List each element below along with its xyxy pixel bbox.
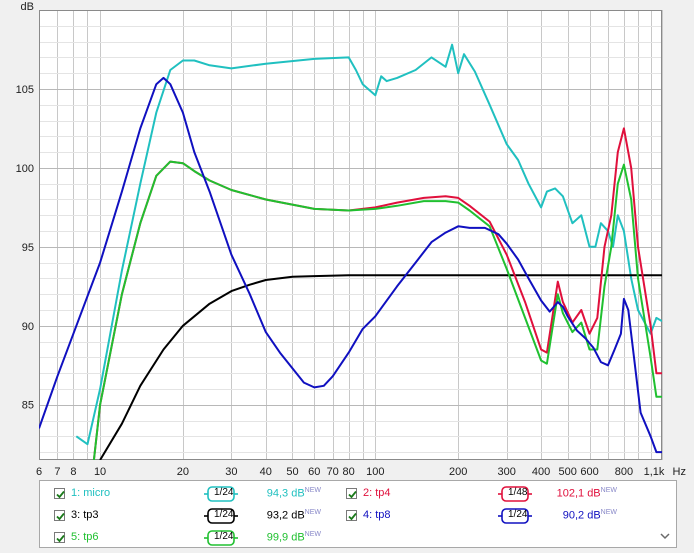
collapse-arrow-icon[interactable] — [660, 531, 670, 541]
legend-row: 3: tp3 1/24 93,2 dBNEW 4: tp8 1/24 90,2 … — [40, 506, 676, 526]
frequency-response-chart: 85 90 95 100 105 dB 6 7 8 10 20 30 40 50 60 70 80 100 200 3… — [16, 1, 686, 478]
plot-area — [39, 10, 662, 460]
x-tick-label: 800 — [615, 466, 633, 478]
x-tick-label: 100 — [366, 466, 384, 478]
x-tick-label: 400 — [532, 466, 550, 478]
x-tick-label: 500 — [559, 466, 577, 478]
smoothing-badge-icon — [498, 486, 532, 502]
x-unit-label: Hz — [673, 466, 686, 478]
x-tick-label: 80 — [343, 466, 355, 478]
legend-label-micro: 1: micro — [71, 487, 111, 499]
smoothing-label-tp6: 1/24 — [214, 531, 234, 542]
legend-label-tp8: 4: tp8 — [363, 509, 391, 521]
legend-panel: 1: micro 1/24 94,3 dBNEW 2: tp4 1/48 102… — [39, 480, 677, 548]
legend-label-tp4: 2: tp4 — [363, 487, 391, 499]
plot-frame — [39, 10, 662, 460]
x-tick-label: 8 — [70, 466, 76, 478]
smoothing-label-micro: 1/24 — [214, 487, 234, 498]
y-tick-label: 100 — [16, 163, 34, 175]
x-tick-label: 70 — [327, 466, 339, 478]
checkbox-tp6[interactable] — [54, 532, 65, 543]
smoothing-badge-icon — [204, 508, 238, 524]
x-tick-label: 10 — [94, 466, 106, 478]
x-tick-label: 40 — [260, 466, 272, 478]
legend-row: 1: micro 1/24 94,3 dBNEW 2: tp4 1/48 102… — [40, 484, 676, 504]
y-tick-label: 105 — [16, 84, 34, 96]
y-tick-label: 85 — [22, 400, 34, 412]
x-tick-label: 50 — [286, 466, 298, 478]
legend-row: 5: tp6 1/24 99,9 dBNEW — [40, 528, 676, 548]
x-tick-label: 1,1k — [644, 466, 665, 478]
x-tick-label: 6 — [36, 466, 42, 478]
y-tick-label: 95 — [22, 242, 34, 254]
x-tick-label: 600 — [580, 466, 598, 478]
smoothing-badge-icon — [204, 530, 238, 546]
legend-value-tp4: 102,1 dBNEW — [556, 487, 617, 500]
legend-value-micro: 94,3 dBNEW — [266, 487, 321, 500]
smoothing-label-tp3: 1/24 — [214, 509, 234, 520]
x-tick-label: 20 — [177, 466, 189, 478]
y-unit-label: dB — [21, 1, 34, 13]
legend-label-tp3: 3: tp3 — [71, 509, 99, 521]
x-tick-label: 7 — [54, 466, 60, 478]
checkbox-tp4[interactable] — [346, 488, 357, 499]
x-tick-label: 300 — [497, 466, 515, 478]
y-tick-label: 90 — [22, 321, 34, 333]
smoothing-badge-icon — [498, 508, 532, 524]
legend-label-tp6: 5: tp6 — [71, 531, 99, 543]
series-line-tp8 — [39, 76, 662, 454]
chart-svg: 85 90 95 100 105 dB 6 7 8 10 20 30 40 50 60 70 80 100 200 3… — [16, 1, 686, 478]
x-tick-label: 30 — [225, 466, 237, 478]
x-tick-label: 60 — [308, 466, 320, 478]
x-tick-label: 200 — [449, 466, 467, 478]
smoothing-label-tp4: 1/48 — [508, 487, 528, 498]
legend-value-tp3: 93,2 dBNEW — [266, 509, 321, 522]
checkbox-micro[interactable] — [54, 488, 65, 499]
smoothing-label-tp8: 1/24 — [508, 509, 528, 520]
legend-value-tp8: 90,2 dBNEW — [562, 509, 617, 522]
checkbox-tp8[interactable] — [346, 510, 357, 521]
series-line-tp6 — [92, 160, 662, 460]
legend-value-tp6: 99,9 dBNEW — [266, 531, 321, 544]
smoothing-badge-icon — [204, 486, 238, 502]
checkbox-tp3[interactable] — [54, 510, 65, 521]
series-line-tp3 — [99, 274, 662, 460]
